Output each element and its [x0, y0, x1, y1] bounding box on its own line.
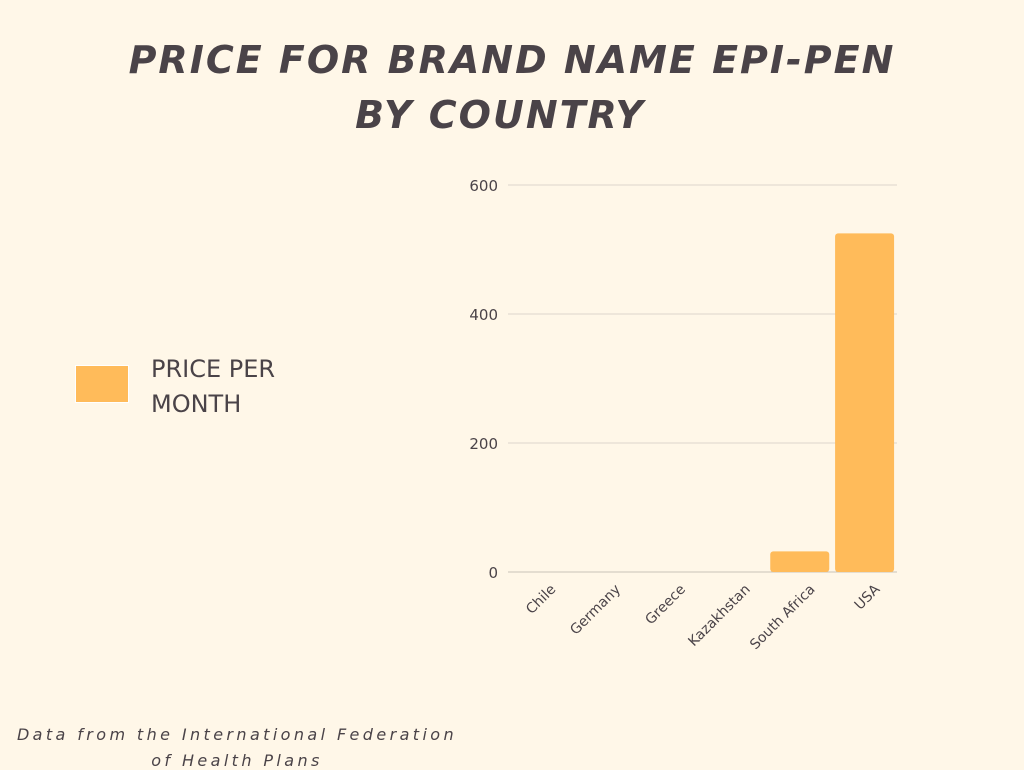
- source-note-line-1: Data from the International Federation: [16, 725, 458, 744]
- y-tick-label-0: 0: [488, 564, 498, 582]
- source-note-line-2: of Health Plans: [151, 751, 323, 770]
- chart-title-line-2: BY COUNTRY: [355, 93, 645, 137]
- x-tick-label-usa: USA: [852, 581, 884, 613]
- y-tick-label-200: 200: [469, 435, 498, 453]
- x-tick-label-germany: Germany: [567, 582, 624, 639]
- chart-title-line-1: PRICE FOR BRAND NAME EPI-PEN: [128, 38, 896, 82]
- x-tick-label-chile: Chile: [523, 582, 559, 618]
- bar-usa: [835, 233, 895, 572]
- legend-label: PRICE PER MONTH: [151, 355, 276, 418]
- y-tick-label-400: 400: [469, 306, 498, 324]
- x-tick-label-kazakhstan: Kazakhstan: [685, 582, 753, 650]
- legend: PRICE PER MONTH: [76, 352, 311, 422]
- y-tick-label-600: 600: [469, 177, 498, 195]
- x-tick-label-south-africa: South Africa: [747, 582, 818, 653]
- bar-south-africa: [770, 551, 830, 572]
- x-tick-label-greece: Greece: [642, 582, 689, 629]
- legend-swatch: [76, 366, 128, 402]
